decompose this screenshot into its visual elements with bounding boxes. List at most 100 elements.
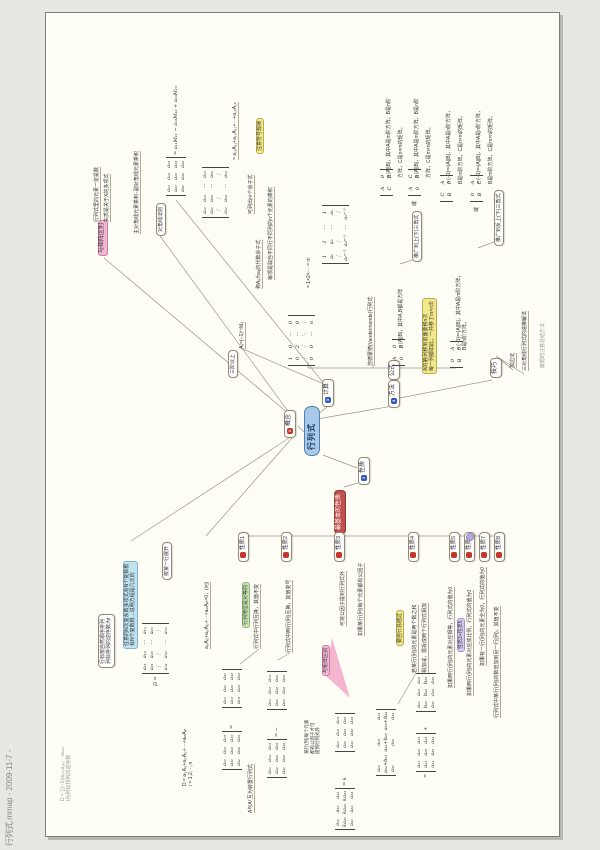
node-permutation: 行标按自然顺序排列 列标排列的逆序数为t bbox=[98, 613, 115, 668]
bullet-icon bbox=[451, 552, 458, 558]
text-n2-minors: 可列出n²个余子式 bbox=[248, 174, 256, 214]
note-self-summary: 要自行总结过 bbox=[396, 609, 405, 646]
text-atri-2a: = (−1)ᵐⁿ|A||B|，其中A是n阶方阵， bbox=[476, 107, 482, 184]
text-diag-value: = 1×2×⋯ = n! bbox=[306, 257, 312, 288]
text-property-8: 行列式中某行(列)的数倍加到另一行(列)，其值不变 bbox=[494, 606, 502, 718]
topic-properties[interactable]: 2 性质 bbox=[358, 456, 370, 485]
label-property-1[interactable]: 性质1 bbox=[238, 531, 249, 562]
text-tri-1b: 方阵，C是n×m的矩阵。 bbox=[398, 124, 404, 178]
matrix-vandermonde: 1 1 ⋯ 1 a₁ a₂ ⋯ aₙ ⋮ ⋮ ⋮ a₁ⁿ⁻¹ a₂ⁿ⁻¹ ⋯ aₙⁿ⁻¹ bbox=[322, 205, 349, 264]
bullet-icon bbox=[466, 552, 473, 558]
text-property-6: 如果两行(列)的元素对应成比例，行列式的值为0 bbox=[467, 589, 475, 696]
text-property-2: 行列式中两行(列)互换，其值变号 bbox=[286, 579, 294, 653]
label-property-7[interactable]: 性质7 bbox=[479, 531, 490, 562]
text-property-3b: 如果某行(列)每个元素都有公因子 bbox=[358, 562, 366, 636]
label-diagonal-rule: 对角线法则 bbox=[156, 202, 167, 236]
text-property-5: 如果两行(列)的元素对应相等，行列式的值为0 bbox=[448, 586, 456, 688]
label-generalize-triangular: 推广到上(下)三角式 bbox=[412, 210, 423, 262]
topic-determinant[interactable]: 行列式 bbox=[304, 406, 320, 456]
matrix-transpose-left: a₁₁ a₁₂ a₁₃ a₂₁ a₂₂ a₂₃ a₃₁ a₃₂ a₃₃ = bbox=[222, 725, 242, 770]
bullet-icon bbox=[336, 552, 343, 558]
text-diagonal-rule: 主对角线元素乘积−副对角线元素乘积 bbox=[134, 151, 142, 234]
label-property-2[interactable]: 性质2 bbox=[281, 531, 292, 562]
text-polynomial-in-x: 实质是关于X的多项式 bbox=[104, 173, 112, 222]
text-tridiagonal-method: 三对角线行列式的递推解法 bbox=[522, 310, 530, 371]
label-order-above-3: 三阶以上 bbox=[228, 349, 239, 378]
text-property-1: 行列式中行列互换，其值不变 bbox=[254, 583, 262, 649]
formula-aij: Aᵢⱼ=(−1)ⁱ⁺ʲMᵢⱼ bbox=[239, 321, 247, 349]
priority-1-icon: 1 bbox=[286, 428, 293, 434]
note-matrix-difference-2: 与矩阵区别 bbox=[322, 644, 331, 676]
label-property-3[interactable]: 性质3 bbox=[334, 531, 345, 562]
label-property-8[interactable]: 性质8 bbox=[494, 531, 505, 562]
matrix-sum-part2: a₁₁ a₁₂ a₁₃ b₂₁ b₂₂ b₂₃ a₃₁ a₃₂ a₃₃ bbox=[416, 673, 436, 712]
matrix-D-def: D = a₁₁ a₁₂ ⋯ a₁ₙ a₂₁ a₂₂ ⋯ a₂ₙ ⋮ ⋮ ⋮ aₙ₁ aₙ₂ ⋯ aₙₙ bbox=[142, 623, 169, 686]
note-factor-condition: 某行(列)每个元素 都有公因子才可 提到行列式外 bbox=[304, 719, 321, 755]
boundary-dot bbox=[466, 533, 474, 541]
priority-3-icon: 3 bbox=[324, 397, 331, 403]
topic-tricks[interactable]: 技巧 bbox=[490, 357, 502, 378]
note-property-combo: 性质3+性质5 bbox=[457, 617, 466, 652]
topic-methods[interactable]: 4 方法 bbox=[388, 379, 400, 408]
formula-permutation-def: D = ∑(−1)ᵗa₁ₚ₁a₂ₚ₂⋯aₙₚₙ t为列标排列的逆序数 bbox=[60, 746, 73, 801]
formula-expand-first-row: = a₁₁A₁₁+a₁₂A₁₂+⋯+a₁ₙA₁ₙ bbox=[232, 102, 240, 160]
note-matrix-difference-1: 与矩阵区别 bbox=[98, 219, 108, 256]
matrix-sum-part1: = a₁₁ a₁₂ a₁₃ a₂₁ a₂₂ a₂₃ a₃₁ a₃₂ a₃₃ + bbox=[416, 726, 436, 778]
matrix-swap-left: a₁₁ a₁₂ a₁₃ a₂₁ a₂₂ a₂₃ a₃₁ a₃₂ a₃₃ = − bbox=[267, 727, 287, 778]
text-bordering-method: 加边法 bbox=[510, 352, 518, 368]
text-block-antidiag: = (−1)ᵐⁿ|A||B|，其中A是m阶方阵， B是n阶方阵。 bbox=[456, 272, 469, 350]
text-summary-note: 做题时注意总结方法 bbox=[540, 322, 546, 368]
label-generalize-antitriangular: 推广到反上(下)三角式 bbox=[494, 189, 505, 246]
priority-4-icon: 4 bbox=[390, 398, 397, 404]
bullet-icon bbox=[283, 552, 290, 558]
matrix-sum: a₁₁ a₁₂ a₁₃ a₂₁+b₂₁ a₂₂+b₂₂ a₂₃+b₂₃ a₃₁ a₃₂ a₃₃ bbox=[376, 708, 396, 776]
text-tri-1a: = |A||B|，其中A是m阶方阵，B是n阶 bbox=[386, 98, 392, 178]
text-property-4a: 若某行(列)的元素是两个数之和 bbox=[412, 604, 420, 673]
topic-concept[interactable]: 1 概念 bbox=[284, 409, 296, 438]
label-property-4[interactable]: 性质4 bbox=[408, 531, 419, 562]
text-atri-1b: B是m阶方阵，C是n×m的矩阵。 bbox=[458, 113, 464, 184]
node-basic-properties[interactable]: 最基本的性质 bbox=[334, 489, 346, 534]
matrix-k-left: a₁₁ a₁₂ a₁₃ ka₂₁ ka₂₂ ka₂₃ a₃₁ a₃₂ a₃₃ = k bbox=[335, 777, 355, 830]
text-atri-2b: B是m阶方阵，C是m×n的矩阵。 bbox=[488, 113, 494, 184]
matrix-swap-right: a₁₁ a₁₂ a₁₃ a₃₁ a₃₂ a₃₃ a₂₁ a₂₂ a₂₃ bbox=[267, 671, 287, 710]
formula-cofactor-zero: aᵢ₁Aⱼ₁+aᵢ₂Aⱼ₂+⋯+aᵢₙAⱼₙ=0，(i≠j) bbox=[204, 581, 212, 649]
map-canvas: 行列式 1 概念 3 计算 2 性质 4 方法 最基本的性质 性质1 性质2 性质3 性质4 性质5 性质6 性… bbox=[46, 13, 559, 836]
text-elements-are-numbers: 行列式里的元素一定是数 bbox=[94, 166, 102, 222]
text-transpose-example: A与Aᵀ互为转置行列式 bbox=[248, 764, 256, 813]
matrix-nxn-def: a₁₁ a₁₂ ⋯ a₁ₙ a₂₁ a₂₂ ⋯ a₂ₙ ⋮ ⋮ ⋮ aₙ₁ aₙ₂ ⋯ aₙₙ bbox=[202, 167, 229, 218]
text-property-3a: 可将公因子提到行列式外 bbox=[340, 570, 348, 626]
matrix-3x3-demo: a₁₁ a₁₂ a₁₃ a₂₁ a₂₂ a₂₃ a₃₁ a₃₂ a₃₃ = a₁₁M₁₁ − a₁… bbox=[166, 86, 186, 196]
label-expand-any-row: 按某一行展开 bbox=[162, 541, 173, 580]
text-each-term: 每项是取自不同行不同列的n个元素的乘积 bbox=[268, 187, 276, 280]
bullet-icon bbox=[481, 552, 488, 558]
text-property-4b: 相加减，需拆成两个行列式相加 bbox=[422, 602, 430, 673]
label-vandermonde: 范德蒙德(Vandermonde)行列式 bbox=[368, 296, 376, 366]
priority-2-icon: 2 bbox=[360, 475, 367, 481]
text-property-7: 如果有一行(列)的元素全为0，行列式的值为0 bbox=[480, 567, 488, 666]
matrix-k-right: a₁₁ a₁₂ a₁₃ a₂₁ a₂₂ a₂₃ a₃₁ a₃₂ a₃₃ bbox=[335, 713, 355, 752]
bullet-icon bbox=[410, 552, 417, 558]
text-atri-1a: = (−1)ᵐⁿ|A||B|，其中A是n阶方阵， bbox=[446, 107, 452, 184]
text-or-1: 或 bbox=[412, 200, 418, 206]
note-column-moves: A的第i列移到前面要移n次 每一列都如此，一共移了m×n次 bbox=[422, 298, 437, 374]
text-tri-2b: 方阵，C是m×n的矩阵。 bbox=[426, 124, 432, 178]
document-page: 行列式 1 概念 3 计算 2 性质 4 方法 最基本的性质 性质1 性质2 性质3 性质4 性质5 性质6 性… bbox=[45, 12, 560, 837]
topic-calculation[interactable]: 3 计算 bbox=[322, 378, 334, 407]
label-property-5[interactable]: 性质5 bbox=[449, 531, 460, 562]
text-algebraic-cofactor: 称Aᵢⱼ为aᵢⱼ的代数余子式 bbox=[256, 239, 264, 289]
footer-filename: 行列式.mmap - 2009-11-7 - bbox=[5, 749, 14, 846]
formula-expansion-sum: D = aᵢ₁Aᵢ₁+aᵢ₂Aᵢ₂+⋯+aᵢₙAᵢₙ i = 1,2,⋯,n bbox=[182, 728, 195, 786]
matrix-diagonal-n: 1 0 ⋯ 0 0 2 ⋯ 0 ⋮ ⋮ ⋱ ⋮ 0 0 ⋯ n bbox=[288, 315, 315, 366]
note-polynomial-roots: 任意的N次复系数多项式有N个复数根 有N个复数根→说明方程是几次的 bbox=[123, 560, 138, 649]
note-sign-rule: 注意符号规律 bbox=[256, 117, 265, 154]
bullet-icon bbox=[496, 552, 503, 558]
text-tri-2a: = |A||B|，其中A是m阶方阵，B是n阶 bbox=[414, 98, 420, 178]
note-rows-cols-equal: 行列地位是对等的 bbox=[242, 581, 251, 628]
